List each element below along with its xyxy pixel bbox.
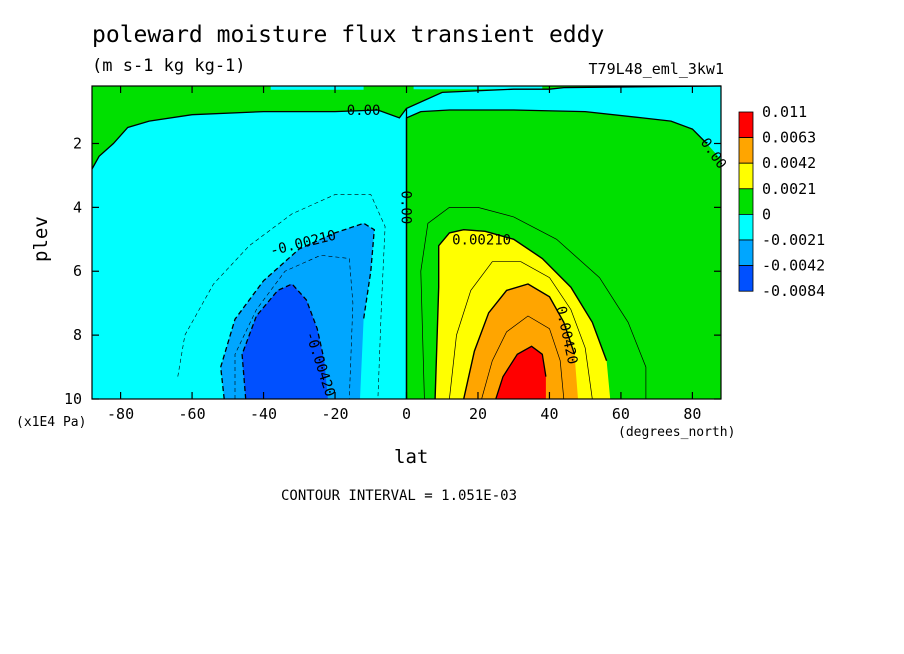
legend-swatch — [738, 239, 754, 267]
legend-label: -0.0042 — [762, 257, 825, 275]
contour-line — [420, 207, 647, 400]
contour-line — [91, 85, 722, 170]
y-tick-label: 4 — [73, 198, 82, 216]
fill-blue — [242, 284, 328, 399]
y-tick-label: 6 — [73, 262, 82, 280]
legend-swatch — [738, 265, 754, 292]
contour-label: 0.00210 — [452, 232, 511, 248]
contour-lines — [91, 85, 722, 400]
x-tick-label: -20 — [321, 405, 348, 423]
contour-label-group: 0.00 — [347, 103, 381, 119]
y-axis-label: plev — [30, 216, 52, 262]
x-tick-label: -40 — [250, 405, 277, 423]
x-tick-label: -60 — [179, 405, 206, 423]
legend-swatch — [738, 188, 754, 215]
x-axis-label: lat — [394, 446, 429, 468]
legend-label: 0.0042 — [762, 154, 816, 172]
contour-line — [495, 345, 547, 400]
legend-swatch — [738, 111, 754, 139]
legend-swatch — [738, 162, 754, 190]
y-axis-units: (x1E4 Pa) — [16, 415, 87, 430]
contour-line — [449, 261, 593, 400]
y-tick-label: 8 — [73, 326, 82, 344]
legend-label: 0.0021 — [762, 180, 816, 198]
y-tick-label: 10 — [64, 390, 82, 408]
contour-label-group: 0.00210 — [452, 232, 511, 248]
contour-line — [234, 254, 354, 400]
legend-label: 0.011 — [762, 103, 807, 121]
contour-label: 0.00 — [398, 191, 414, 225]
x-tick-label: 60 — [612, 405, 630, 423]
fill-cyan-top-strip — [270, 86, 364, 90]
legend-label: -0.0084 — [762, 282, 825, 300]
x-tick-label: 20 — [469, 405, 487, 423]
fill-red — [495, 346, 546, 399]
contour-line — [463, 283, 576, 400]
x-axis-units: (degrees_north) — [618, 425, 736, 440]
fill-orange — [463, 284, 578, 399]
fill-regions — [92, 86, 721, 399]
x-tick-label: 0 — [402, 405, 411, 423]
legend-label: -0.0021 — [762, 231, 825, 249]
contour-label-group: 0.00 — [398, 191, 414, 225]
x-tick-label: 40 — [540, 405, 558, 423]
legend-label: 0.0063 — [762, 129, 816, 147]
contour-line — [177, 194, 386, 400]
contour-line — [434, 228, 608, 400]
axes: -80 -60 -40 -20 0 20 40 60 80 2 4 6 8 10 — [64, 86, 721, 423]
legend-swatch — [738, 213, 754, 241]
x-tick-label: -80 — [107, 405, 134, 423]
contour-line — [481, 315, 565, 400]
run-label: T79L48_eml_3kw1 — [588, 60, 724, 78]
contour-line — [220, 222, 375, 400]
y-tick-label: 2 — [73, 134, 82, 152]
fill-green-top — [92, 86, 721, 169]
contour-line — [405, 109, 708, 399]
color-legend: 0.011 0.0063 0.0042 0.0021 0 -0.0021 -0.0042 -0… — [738, 103, 825, 300]
chart-title: poleward moisture flux transient eddy — [92, 22, 605, 48]
contour-line — [241, 283, 325, 400]
x-tick-label: 80 — [683, 405, 701, 423]
legend-swatch — [738, 137, 754, 164]
contour-interval-note: CONTOUR INTERVAL = 1.051E-03 — [281, 488, 518, 504]
chart-subtitle: (m s-1 kg kg-1) — [92, 56, 246, 76]
contour-label: 0.00 — [347, 103, 381, 119]
legend-label: 0 — [762, 205, 771, 223]
